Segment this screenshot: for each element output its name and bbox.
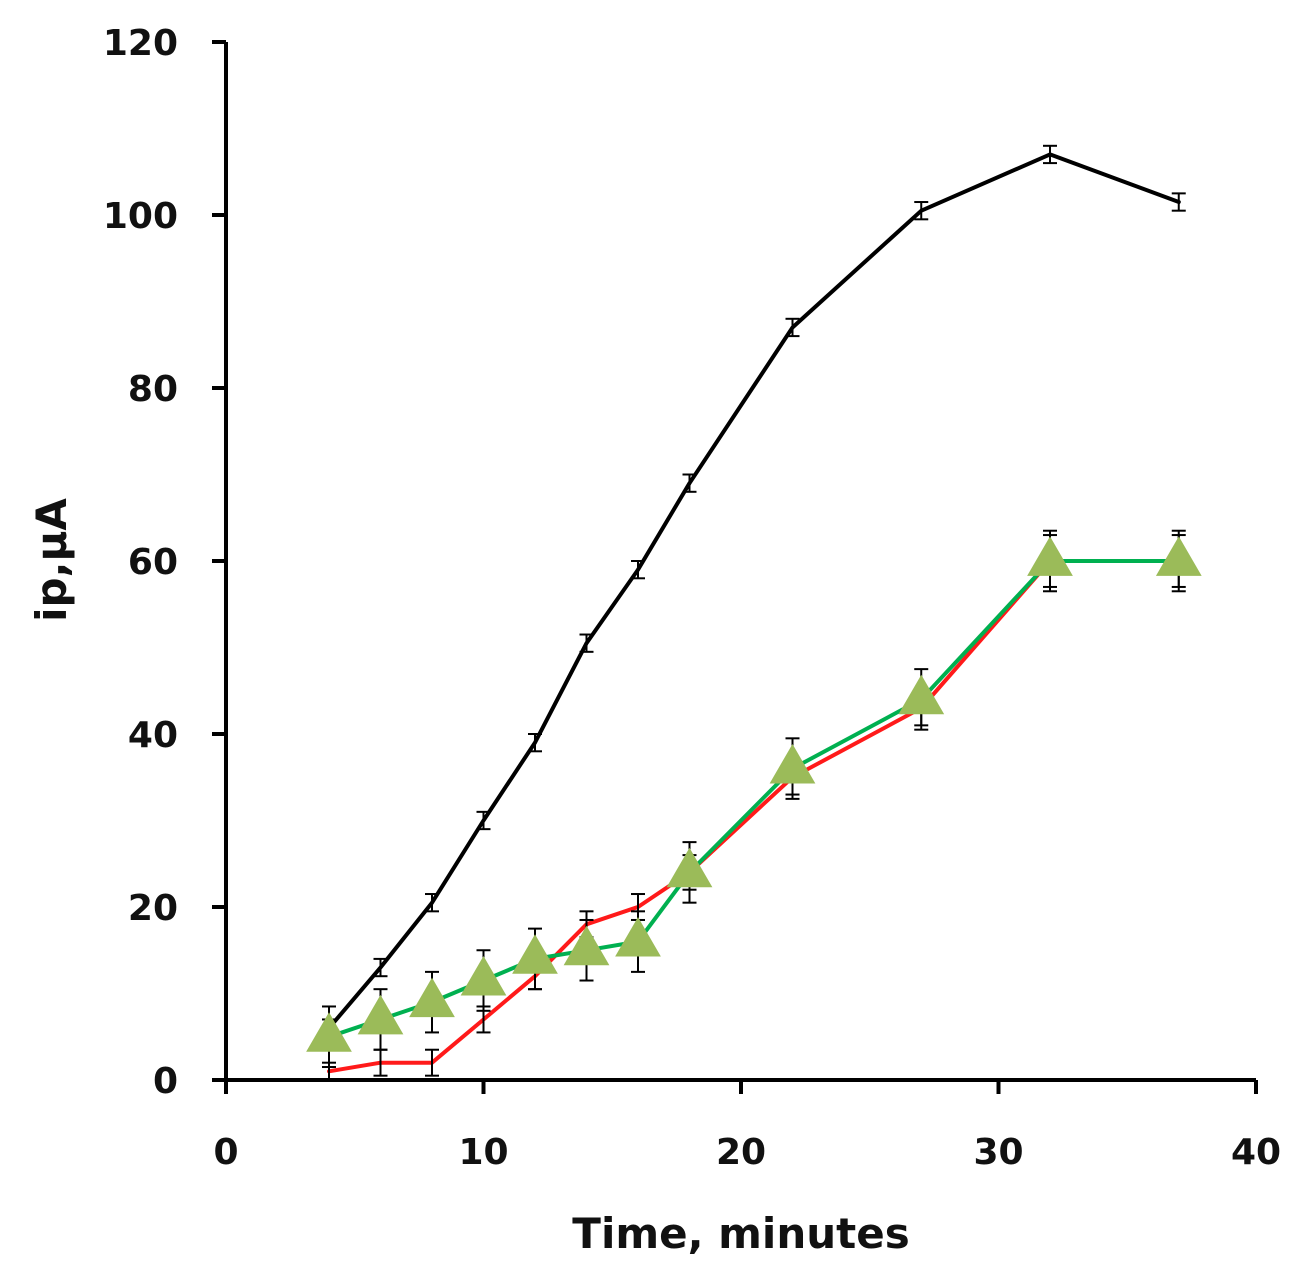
error-bar: [425, 893, 439, 913]
series-line: [327, 559, 1181, 1074]
y-axis-title: ip,µA: [27, 498, 76, 622]
y-tick-label: 60: [128, 542, 178, 583]
data-point-triangle: [898, 674, 945, 715]
data-point-triangle: [409, 977, 455, 1018]
error-bar: [631, 560, 645, 580]
series-line: [327, 559, 1181, 1039]
error-bar: [682, 473, 697, 493]
data-point-triangle: [1027, 536, 1073, 576]
error-bar: [528, 733, 542, 753]
error-bar: [785, 317, 800, 338]
error-bar: [914, 201, 929, 221]
error-bar: [425, 1048, 439, 1077]
series-line: [327, 152, 1181, 1031]
x-tick-label: 10: [458, 1132, 508, 1173]
error-bar: [373, 957, 388, 978]
y-tick-label: 80: [128, 369, 178, 410]
data-point-triangle: [460, 956, 507, 996]
y-tick-label: 20: [128, 888, 178, 929]
x-tick-label: 30: [973, 1132, 1023, 1173]
error-bar: [579, 633, 594, 653]
data-point-triangle: [769, 744, 816, 784]
series-black-series: [322, 144, 1186, 1038]
axes: 0 20 40 60 80 100 120 0 10 20 30 40: [103, 23, 1281, 1173]
plot-area: [306, 144, 1202, 1081]
x-axis-title: Time, minutes: [572, 1209, 909, 1258]
y-tick-label: 120: [103, 23, 178, 64]
x-tick-label: 40: [1231, 1132, 1281, 1173]
x-tick-label: 20: [716, 1132, 766, 1173]
y-tick-label: 40: [128, 715, 178, 756]
data-point-triangle: [357, 994, 404, 1035]
x-tick-label: 0: [213, 1132, 238, 1173]
series-green-series: [306, 529, 1202, 1069]
y-tick-label: 0: [153, 1061, 178, 1102]
error-bar: [1171, 192, 1186, 212]
data-point-triangle: [1155, 536, 1202, 576]
data-point-triangle: [563, 925, 610, 966]
error-bar: [476, 810, 491, 831]
data-point-triangle: [306, 1012, 352, 1052]
data-point-triangle: [512, 934, 558, 974]
error-bar: [1043, 144, 1057, 165]
data-point-triangle: [666, 847, 713, 888]
data-point-triangle: [615, 917, 661, 957]
y-tick-label: 100: [103, 196, 178, 237]
